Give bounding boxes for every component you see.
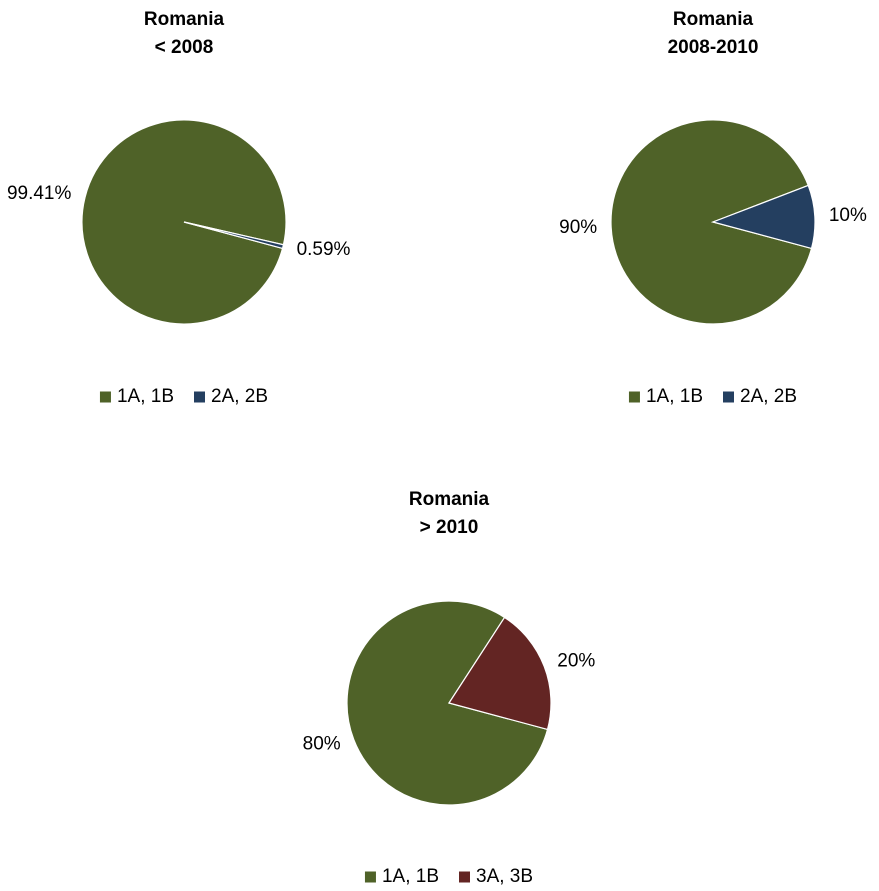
data-label: 90% xyxy=(559,217,597,238)
pie-slice xyxy=(448,616,552,731)
legend-swatch xyxy=(99,391,111,403)
legend-label: 1A, 1B xyxy=(382,866,439,887)
legend-swatch xyxy=(723,391,734,403)
chart-title: Romania xyxy=(144,9,225,30)
legend-swatch xyxy=(364,871,376,883)
legend-swatch xyxy=(194,391,205,403)
legend-swatch xyxy=(459,871,470,883)
legend-label: 1A, 1B xyxy=(646,386,703,407)
pie-slice xyxy=(711,184,816,250)
pie-slice xyxy=(183,221,285,250)
data-label: 0.59% xyxy=(297,239,351,260)
pie-slice xyxy=(610,119,813,325)
chart-title: > 2010 xyxy=(420,517,479,538)
data-label: 80% xyxy=(303,734,341,755)
chart-title: 2008-2010 xyxy=(668,37,759,58)
legend-label: 1A, 1B xyxy=(117,386,174,407)
chart-title: Romania xyxy=(409,489,490,510)
chart-title: < 2008 xyxy=(155,37,214,58)
pie-slice xyxy=(346,600,549,806)
legend-label: 3A, 3B xyxy=(476,866,533,887)
chart-title: Romania xyxy=(673,9,754,30)
legend-label: 2A, 2B xyxy=(740,386,797,407)
legend-label: 2A, 2B xyxy=(211,386,268,407)
legend-swatch xyxy=(628,391,640,403)
data-label: 99.41% xyxy=(7,183,72,204)
data-label: 10% xyxy=(829,205,867,226)
data-label: 20% xyxy=(557,650,595,671)
